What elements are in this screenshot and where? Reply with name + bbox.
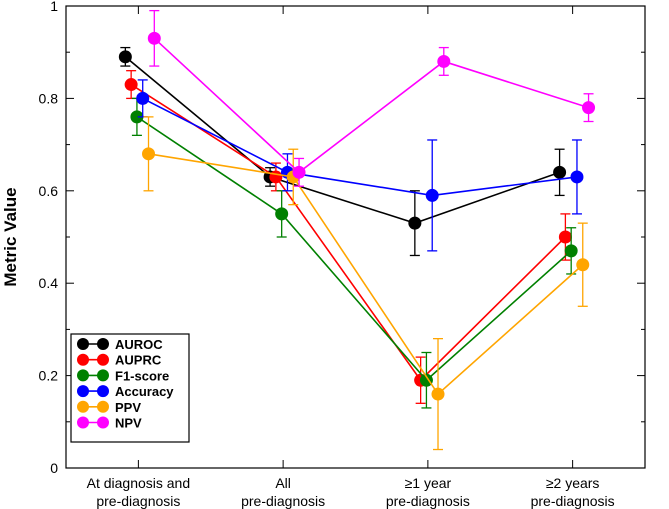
legend-box	[70, 333, 190, 443]
x-category-label: pre-diagnosis	[241, 493, 325, 509]
x-category-label: pre-diagnosis	[96, 493, 180, 509]
y-tick-label: 0.8	[39, 90, 59, 106]
legend-label: NPV	[115, 416, 142, 431]
legend-marker	[97, 353, 109, 366]
series-ppv	[142, 116, 590, 451]
series-line	[148, 153, 584, 396]
data-point	[130, 110, 144, 124]
series-f1-score	[130, 97, 578, 409]
legend-label: AUPRC	[115, 353, 162, 368]
x-category-label: ≥2 years	[546, 475, 600, 491]
data-point	[558, 230, 572, 244]
series-npv	[147, 9, 596, 187]
legend-marker	[77, 400, 89, 413]
legend-label: AUROC	[115, 337, 163, 352]
data-point	[142, 147, 156, 161]
series-line	[142, 97, 578, 197]
y-tick-label: 0.2	[39, 368, 59, 384]
x-category-label: pre-diagnosis	[386, 493, 470, 509]
data-point	[408, 216, 422, 230]
legend-marker	[77, 353, 89, 366]
data-point	[437, 54, 451, 68]
y-tick-label: 1	[50, 0, 58, 14]
legend-marker	[97, 400, 109, 413]
legend-marker	[77, 369, 89, 382]
legend-marker	[77, 385, 89, 398]
data-point	[292, 165, 306, 179]
x-category-label: ≥1 year	[405, 475, 452, 491]
x-category-label: All	[275, 475, 291, 491]
series-line	[130, 83, 566, 382]
series-line	[136, 116, 572, 382]
x-category-label: At diagnosis and	[87, 475, 191, 491]
series-auprc	[124, 70, 572, 404]
data-point	[419, 373, 433, 387]
data-point	[576, 258, 590, 272]
legend-label: F1-score	[115, 368, 169, 383]
axes: 0 0.2 0.4 0.6 0.8 1 At diagnosis and pre-diagno…	[1, 0, 646, 509]
series-line	[124, 56, 560, 224]
data-point	[425, 188, 439, 202]
data-point	[582, 101, 596, 115]
series-auroc	[118, 46, 567, 257]
data-point	[136, 91, 150, 105]
legend-marker	[97, 338, 109, 350]
data-point	[275, 207, 289, 221]
series-layer	[118, 9, 596, 451]
data-point	[269, 170, 283, 184]
y-tick-label: 0.6	[39, 183, 59, 199]
legend-marker	[97, 416, 109, 429]
data-point	[553, 165, 567, 179]
legend-marker	[97, 369, 109, 382]
series-line	[153, 37, 589, 174]
data-point	[147, 31, 161, 45]
legend-marker	[77, 338, 89, 350]
data-point	[431, 387, 445, 401]
data-point	[564, 244, 578, 258]
data-point	[570, 170, 584, 184]
x-category-label: pre-diagnosis	[531, 493, 615, 509]
legend-marker	[77, 416, 89, 429]
legend-marker	[97, 385, 109, 398]
legend-label: PPV	[115, 400, 141, 415]
legend-label: Accuracy	[115, 384, 174, 399]
y-axis-title: Metric Value	[1, 187, 20, 286]
data-point	[118, 50, 132, 64]
y-tick-label: 0	[50, 460, 58, 476]
data-point	[124, 78, 138, 92]
y-tick-label: 0.4	[39, 275, 59, 291]
series-accuracy	[136, 79, 584, 252]
